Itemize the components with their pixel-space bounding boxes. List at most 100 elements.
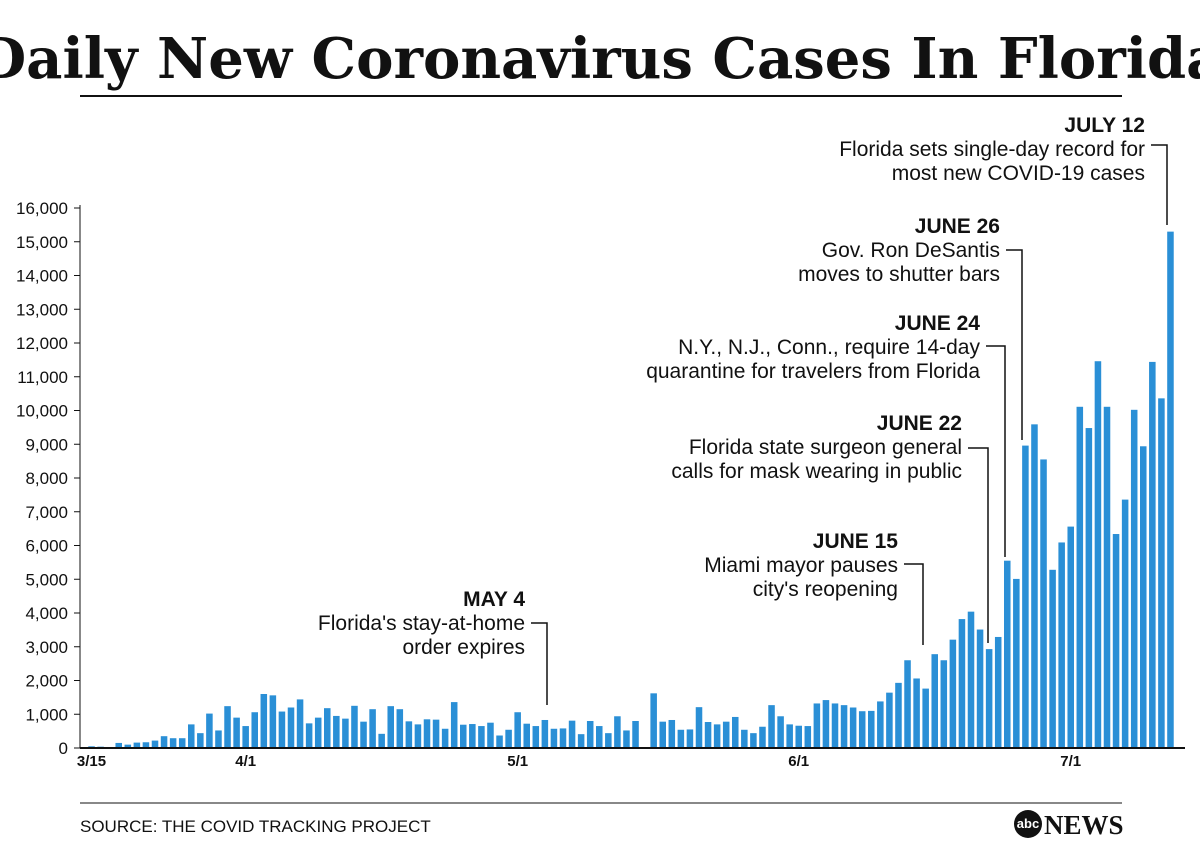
bar — [722, 721, 730, 748]
bar — [650, 693, 657, 748]
bar — [668, 719, 676, 748]
annotation-text: Florida state surgeon general — [689, 436, 962, 459]
bar — [160, 736, 168, 748]
chart-title: Daily New Coronavirus Cases In Florida — [0, 26, 1200, 92]
bar — [741, 729, 748, 748]
bar — [278, 711, 286, 748]
annotation-date: JUNE 22 — [877, 412, 962, 435]
bar — [1149, 361, 1156, 748]
bar — [405, 721, 413, 748]
bar — [659, 721, 666, 748]
annotation-leader-line — [968, 447, 989, 643]
bar — [559, 728, 567, 748]
bar — [849, 707, 857, 748]
bar — [469, 724, 476, 748]
bar — [967, 611, 975, 748]
bar — [868, 710, 875, 749]
bar — [958, 619, 966, 748]
bar — [414, 724, 422, 749]
annotation-text: most new COVID-19 cases — [892, 162, 1145, 185]
annotation-text: Gov. Ron DeSantis — [822, 239, 1000, 262]
annotation-text: quarantine for travelers from Florida — [646, 360, 980, 383]
bar — [550, 728, 558, 748]
source-note: SOURCE: THE COVID TRACKING PROJECT — [80, 817, 431, 836]
bar — [577, 734, 585, 748]
bar — [1040, 459, 1047, 748]
annotation-text: Florida sets single-day record for — [839, 138, 1145, 161]
y-tick-label: 5,000 — [25, 570, 68, 589]
bar — [215, 730, 222, 748]
bar — [877, 701, 884, 748]
bar — [1158, 398, 1165, 748]
annotation-leader-line — [904, 563, 924, 645]
y-tick-label: 3,000 — [25, 638, 68, 657]
bar — [931, 654, 938, 748]
bar — [260, 694, 268, 748]
bar — [1049, 569, 1056, 748]
y-tick-label: 10,000 — [16, 402, 68, 421]
annotation-text: Florida's stay-at-home — [318, 612, 525, 635]
bar — [895, 682, 902, 748]
bar — [305, 723, 313, 748]
bar — [1076, 406, 1084, 748]
bar — [596, 726, 603, 748]
bar — [1121, 499, 1129, 748]
annotation: JUNE 24N.Y., N.J., Conn., require 14-day… — [646, 312, 1006, 557]
bar — [478, 726, 485, 748]
bar — [1067, 526, 1074, 748]
abc-news-logo: abc NEWS — [1014, 810, 1124, 840]
bar — [450, 702, 458, 748]
bar — [115, 742, 122, 748]
bar — [351, 705, 358, 748]
bar — [768, 705, 775, 748]
bar — [858, 711, 866, 748]
bar — [904, 660, 911, 748]
bar — [206, 713, 213, 748]
bar — [732, 716, 739, 748]
bar — [786, 724, 793, 749]
x-tick-label: 7/1 — [1060, 753, 1081, 770]
bar — [695, 707, 703, 748]
bar — [324, 708, 331, 748]
bar — [1004, 560, 1011, 748]
y-tick-label: 13,000 — [16, 300, 68, 319]
bar — [1085, 428, 1093, 748]
bar — [822, 700, 830, 748]
bar — [514, 712, 521, 748]
bar — [840, 705, 848, 748]
bar — [949, 639, 957, 748]
bar — [831, 703, 839, 748]
annotation-leader-line — [1006, 249, 1023, 440]
bar — [886, 692, 893, 748]
bar — [804, 726, 812, 748]
bar — [369, 709, 376, 748]
annotation-text: N.Y., N.J., Conn., require 14-day — [678, 336, 980, 359]
bar — [269, 695, 277, 748]
bar — [1140, 446, 1147, 748]
bar — [333, 715, 340, 748]
bar — [487, 722, 494, 748]
bar — [142, 742, 150, 748]
abc-logo-circle — [1014, 810, 1042, 838]
x-tick-label: 6/1 — [788, 753, 809, 770]
bar — [532, 726, 540, 748]
bar — [677, 729, 685, 748]
bar — [505, 729, 512, 748]
x-tick-label: 5/1 — [507, 753, 528, 770]
y-axis: 0 1,000 2,000 3,000 4,000 5,000 6,000 7,000 8,00… — [16, 199, 80, 758]
bar — [750, 733, 757, 748]
bar — [360, 721, 367, 748]
annotation-text: order expires — [402, 636, 525, 659]
bar — [913, 678, 920, 748]
bar — [994, 636, 1002, 748]
bar — [985, 649, 993, 748]
bar — [441, 728, 449, 748]
bar — [605, 733, 612, 748]
bar — [922, 688, 929, 748]
